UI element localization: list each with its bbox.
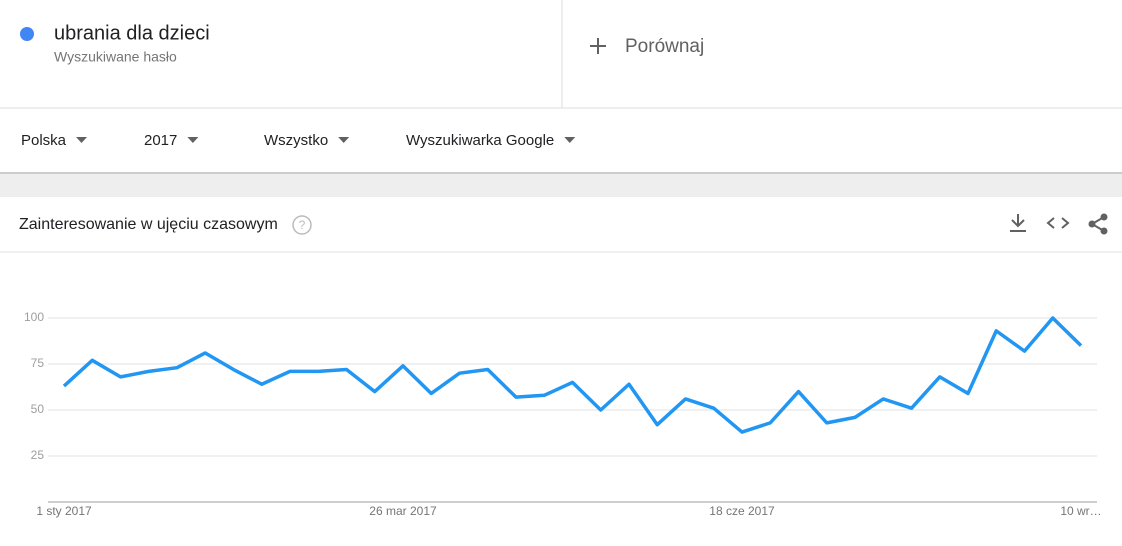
term-dot <box>20 27 34 41</box>
x-tick-label: 1 sty 2017 <box>36 504 92 518</box>
help-circle <box>292 215 312 235</box>
filter-label: 2017 <box>144 132 177 149</box>
term-name[interactable]: ubrania dla dzieci <box>54 22 210 44</box>
download-icon[interactable] <box>1010 214 1026 232</box>
term-subtitle: Wyszukiwane hasło <box>54 49 177 65</box>
share-dot <box>1088 220 1096 228</box>
filter-label: Wyszukiwarka Google <box>406 132 554 149</box>
filter-label: Wszystko <box>264 132 328 149</box>
y-tick-label: 50 <box>31 402 45 416</box>
x-tick-label: 18 cze 2017 <box>709 504 775 518</box>
y-tick-label: 100 <box>24 310 44 324</box>
y-tick-label: 75 <box>31 356 45 370</box>
embed-icon[interactable] <box>1046 217 1070 229</box>
help-glyph: ? <box>299 218 306 232</box>
filter-label: Polska <box>21 132 67 149</box>
dropdown-arrow <box>187 137 199 143</box>
dropdown-arrow <box>338 137 350 143</box>
data-line <box>62 316 1083 434</box>
separator-band <box>0 172 1122 197</box>
compare-label[interactable]: Porównaj <box>625 36 704 57</box>
plus-icon <box>590 38 606 54</box>
chart-title: Zainteresowanie w ujęciu czasowym <box>19 216 278 233</box>
dropdown-arrow <box>76 137 88 143</box>
share-icon[interactable] <box>1088 213 1108 235</box>
share-dot <box>1100 227 1108 235</box>
filter-dropdown[interactable]: 2017 <box>144 132 199 149</box>
help-icon[interactable]: ? <box>292 215 312 235</box>
compare-button[interactable]: Porównaj <box>590 36 704 57</box>
x-tick-label: 10 wr… <box>1060 504 1101 518</box>
filter-dropdown[interactable]: Polska <box>21 132 88 149</box>
filter-dropdown[interactable]: Wyszukiwarka Google <box>406 132 576 149</box>
filter-dropdown[interactable]: Wszystko <box>264 132 350 149</box>
y-tick-label: 25 <box>31 448 45 462</box>
x-tick-label: 26 mar 2017 <box>369 504 437 518</box>
dropdown-arrow <box>564 137 576 143</box>
share-dot <box>1100 213 1108 221</box>
